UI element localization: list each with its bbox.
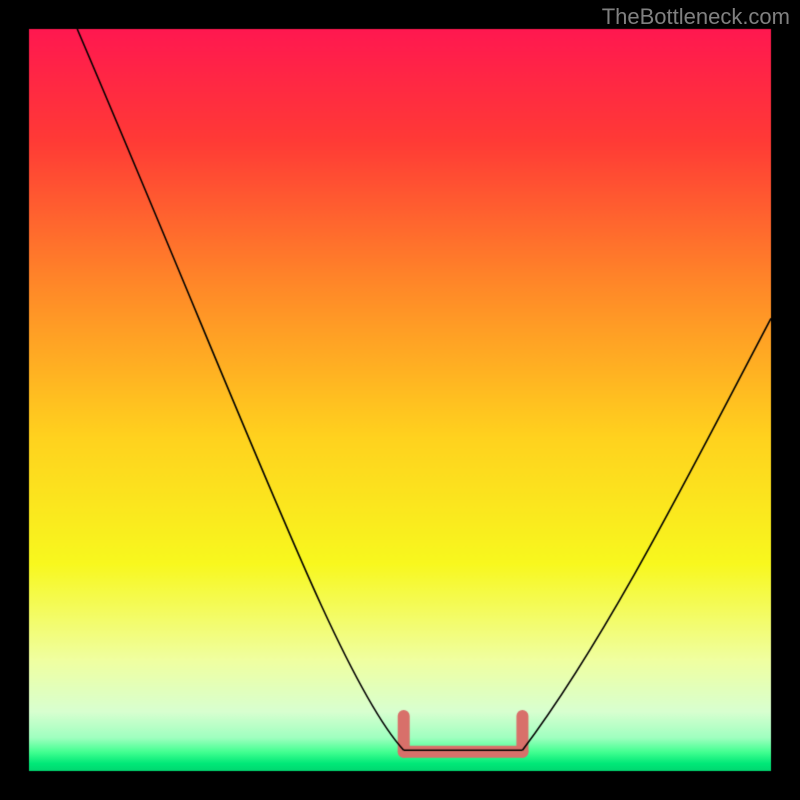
watermark-text: TheBottleneck.com [602, 4, 790, 30]
bottleneck-chart [0, 0, 800, 800]
